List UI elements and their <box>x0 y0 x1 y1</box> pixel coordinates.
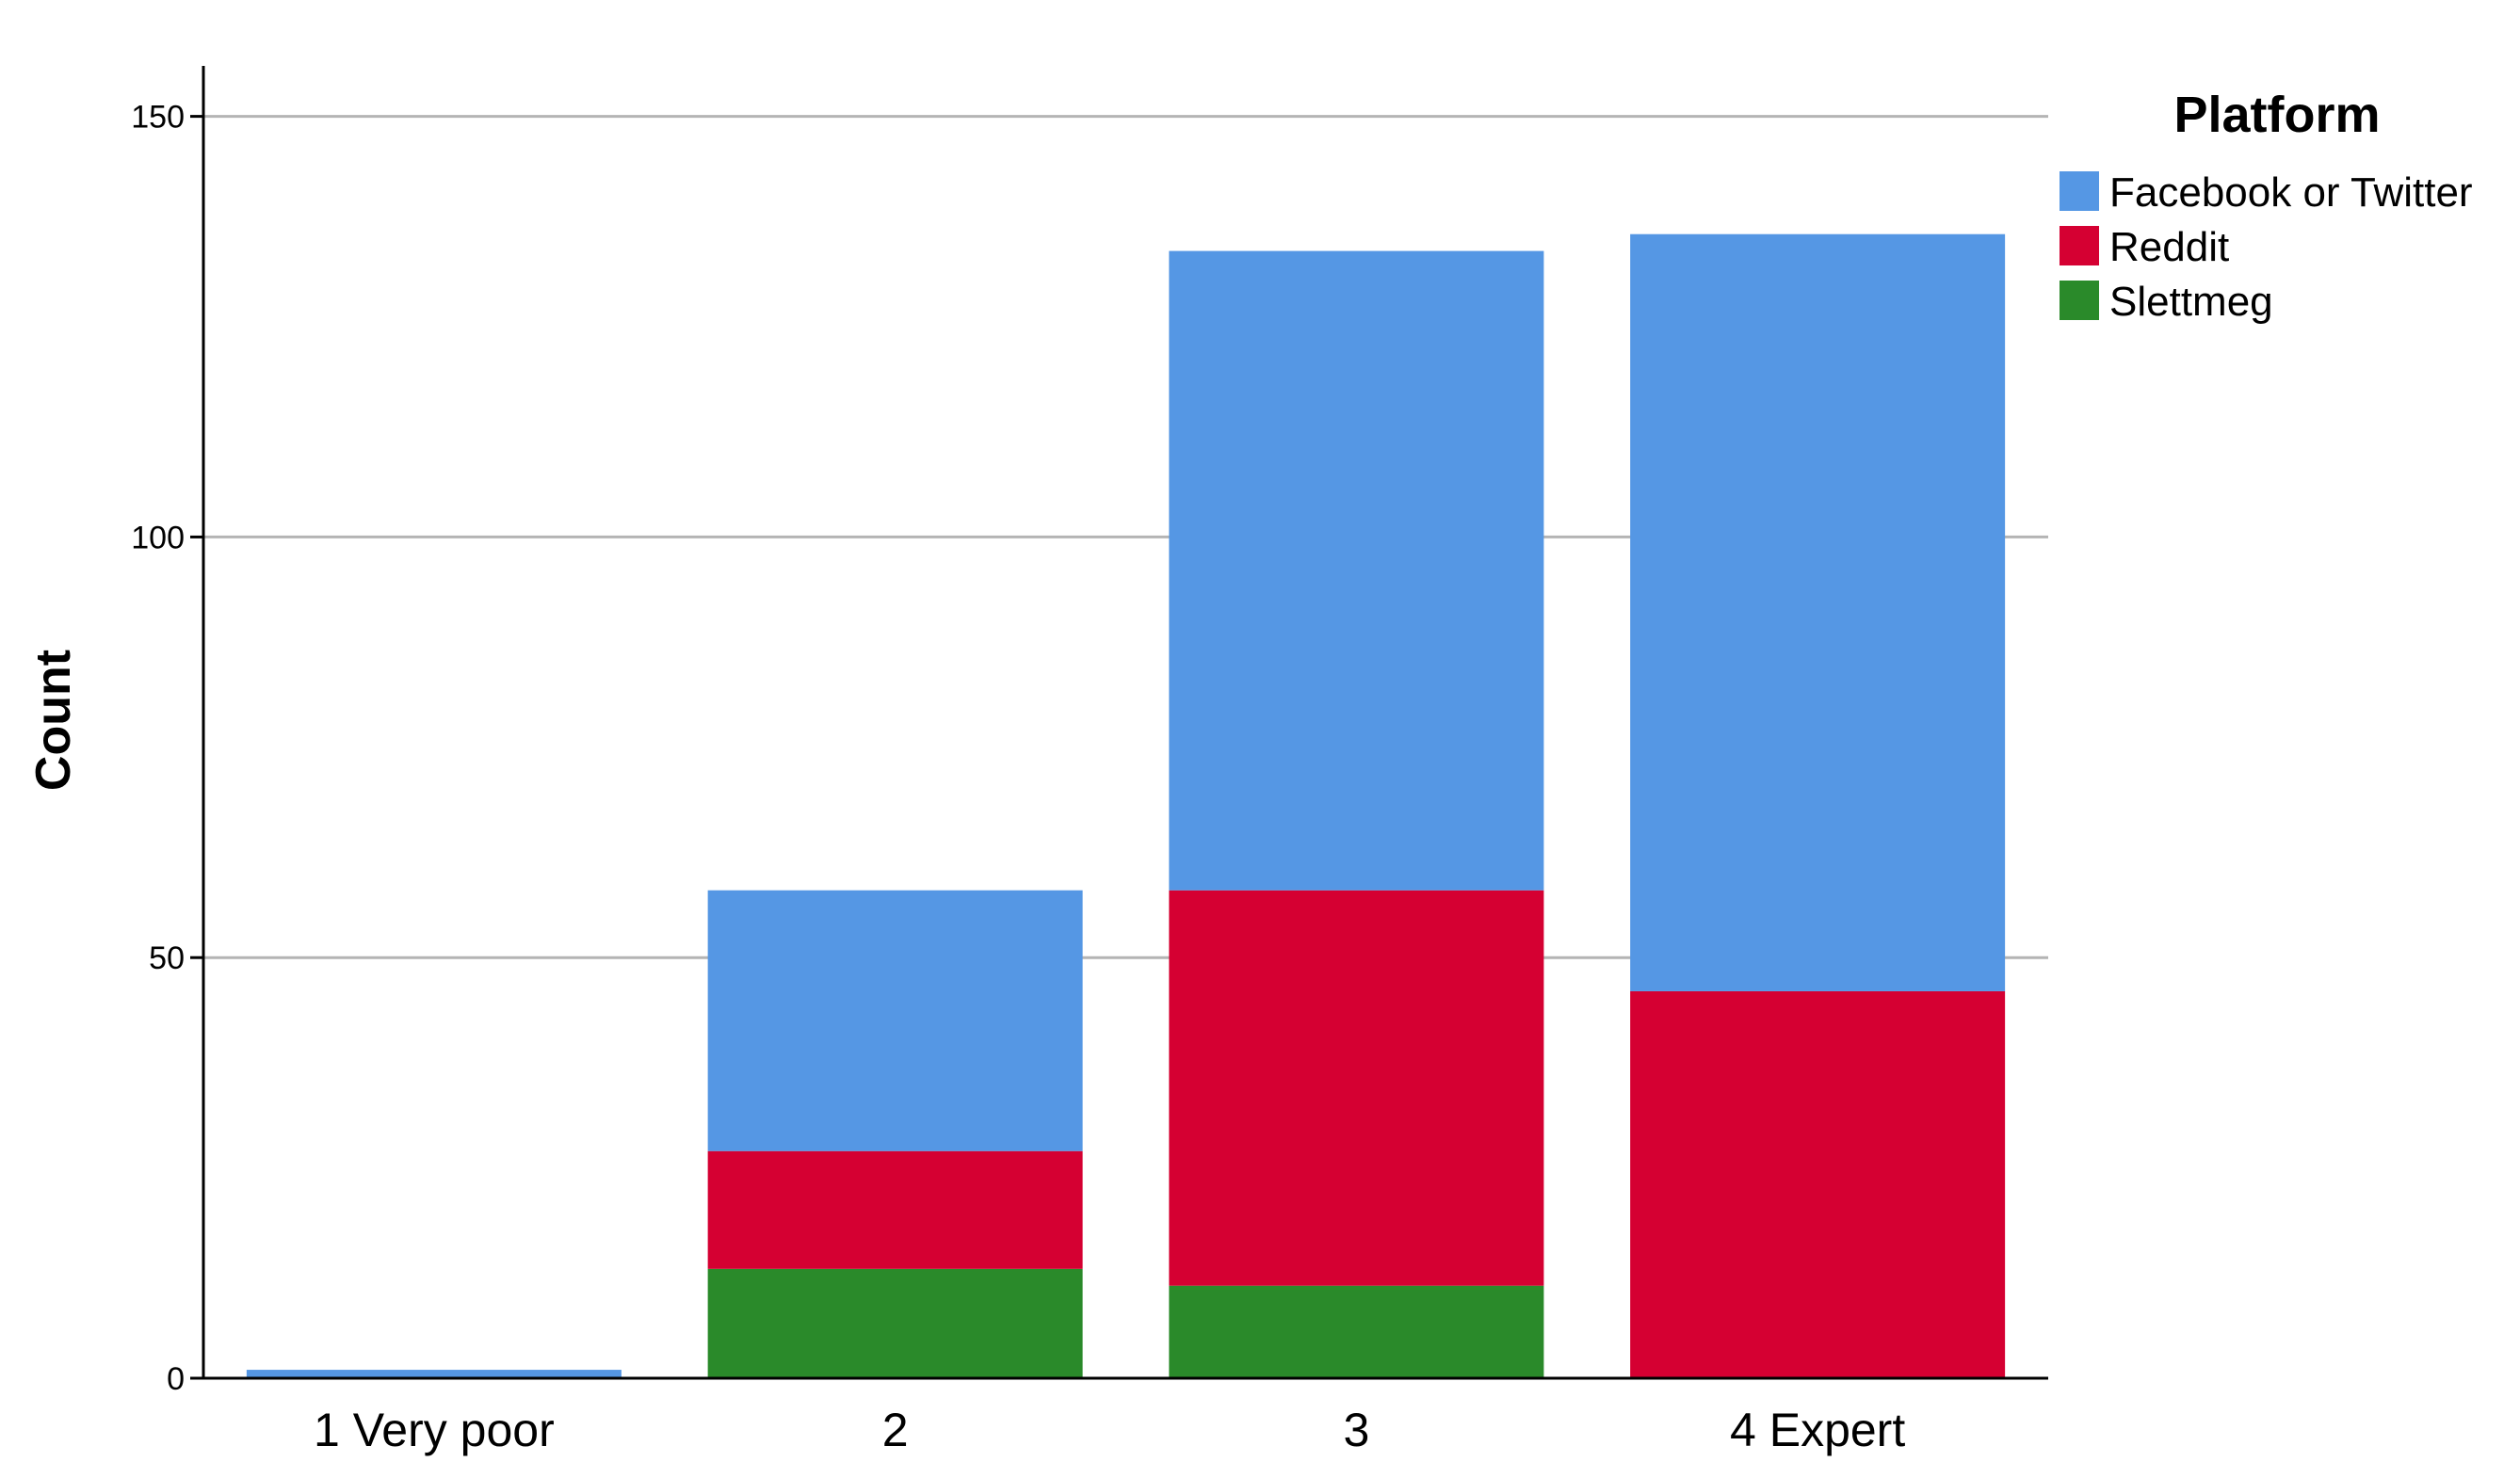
y-axis-title: Count <box>26 650 81 791</box>
bar-segment-reddit <box>707 1150 1083 1269</box>
legend-swatch <box>2060 281 2099 320</box>
bar-segment-facebook-or-twitter <box>1169 250 1544 891</box>
bar-segment-reddit <box>1169 890 1544 1286</box>
legend-items: Facebook or Twitter Reddit Slettmeg <box>2060 169 2473 325</box>
bar-segment-facebook-or-twitter <box>246 1370 622 1378</box>
x-tick-label: 1 Very poor <box>314 1404 555 1456</box>
bars <box>246 233 2006 1378</box>
bar-segment-slettmeg <box>1169 1285 1544 1378</box>
axes <box>202 66 2048 1380</box>
legend-title: Platform <box>2173 87 2380 143</box>
y-tick-label: 100 <box>131 520 185 555</box>
legend-swatch <box>2060 171 2099 211</box>
x-tick-label: 2 <box>882 1404 909 1456</box>
x-tick-labels: 1 Very poor 2 3 4 Expert <box>314 1404 1905 1456</box>
y-tick-label: 150 <box>131 100 185 136</box>
y-tick-label: 50 <box>149 940 185 976</box>
x-tick-label: 3 <box>1343 1404 1369 1456</box>
y-tick-label: 0 <box>167 1361 185 1397</box>
bar-segment-facebook-or-twitter <box>707 890 1083 1151</box>
legend-swatch <box>2060 226 2099 265</box>
bar-segment-reddit <box>1630 990 2006 1378</box>
bar-segment-facebook-or-twitter <box>1630 233 2006 991</box>
x-tick-label: 4 Expert <box>1730 1404 1905 1456</box>
y-tick-labels: 0 50 100 150 <box>131 100 203 1397</box>
bar-segment-slettmeg <box>707 1268 1083 1378</box>
legend-label: Slettmeg <box>2109 279 2273 325</box>
legend-label: Facebook or Twitter <box>2109 169 2473 216</box>
legend: Platform Facebook or Twitter Reddit Slettm… <box>2060 87 2473 325</box>
legend-label: Reddit <box>2109 224 2229 270</box>
